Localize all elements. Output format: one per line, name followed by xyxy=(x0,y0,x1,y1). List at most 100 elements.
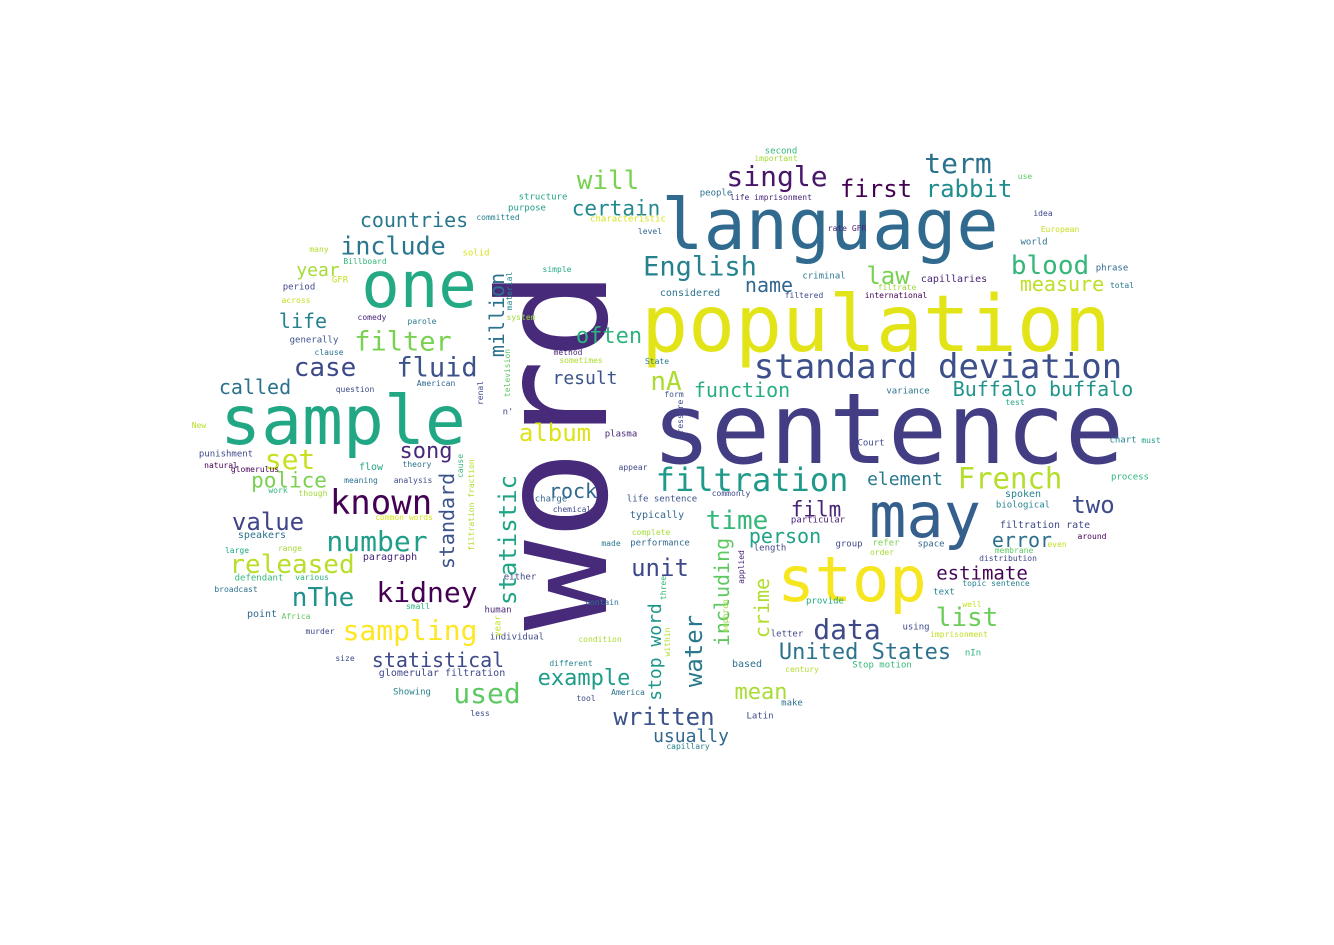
word-one: one xyxy=(361,249,477,323)
word-showing: Showing xyxy=(393,687,431,698)
word-complete: complete xyxy=(631,528,671,537)
word-single: single xyxy=(726,160,828,193)
word-function: function xyxy=(693,378,791,402)
word-murder: murder xyxy=(305,627,335,636)
word-charge: charge xyxy=(534,494,568,505)
word-called: called xyxy=(218,375,292,399)
word-common-words: common words xyxy=(375,513,433,522)
word-question: question xyxy=(335,385,375,394)
word-variance: variance xyxy=(886,386,930,397)
word-european: European xyxy=(1040,225,1080,234)
word-various: various xyxy=(295,573,329,582)
word-clause: clause xyxy=(314,348,344,357)
word-committed: committed xyxy=(476,213,520,222)
word-estimate: estimate xyxy=(936,562,1028,585)
word-filtration: filtration xyxy=(655,461,849,499)
word-point: point xyxy=(246,609,278,620)
word-world: world xyxy=(1020,237,1048,248)
word-solid: solid xyxy=(462,248,490,259)
word-used: used xyxy=(453,677,521,710)
word-sentence: sentence xyxy=(651,373,1125,487)
word-crime: crime xyxy=(750,577,774,639)
word-second: second xyxy=(764,146,798,157)
word-court: Court xyxy=(857,438,885,449)
word-gfr: GFR xyxy=(331,275,349,286)
word-population: population xyxy=(641,280,1111,370)
word-sampling: sampling xyxy=(342,614,478,647)
word-condition: condition xyxy=(578,635,622,644)
word-stop-motion: Stop motion xyxy=(852,660,912,671)
word-statistical: statistical xyxy=(371,648,505,672)
word-test: test xyxy=(1005,398,1025,407)
word-human: human xyxy=(484,605,512,616)
word-large: large xyxy=(224,546,250,555)
word-measure: measure xyxy=(1019,272,1105,296)
word-biological: biological xyxy=(995,500,1051,511)
word-standard-deviation: standard deviation xyxy=(753,347,1123,387)
word-filtrate: filtrate xyxy=(877,283,917,292)
word-life: life xyxy=(278,309,328,333)
word-particular: particular xyxy=(790,515,846,526)
word-less: less xyxy=(470,709,490,718)
word-contain: contain xyxy=(585,598,619,607)
word-well: well xyxy=(962,600,982,609)
word-either: either xyxy=(503,572,537,583)
word-punishment: punishment xyxy=(198,449,254,460)
word-nin: nIn xyxy=(964,648,982,659)
word-topic-sentence: topic sentence xyxy=(962,579,1030,588)
word-important: important xyxy=(754,154,798,163)
word-stop: stop xyxy=(777,543,927,616)
word-life-imprisonment: life imprisonment xyxy=(730,193,812,202)
word-refer: refer xyxy=(872,538,900,549)
word-chemical: chemical xyxy=(552,505,592,514)
word-total: total xyxy=(1109,281,1135,290)
word-broadcast: broadcast xyxy=(214,585,258,594)
word-comedy: comedy xyxy=(357,313,387,322)
word-fluid: fluid xyxy=(396,352,478,384)
word-include: include xyxy=(340,231,446,261)
word-cause: cause xyxy=(456,453,465,479)
word-rate-gfr: rate GFR xyxy=(827,224,867,233)
word-different: different xyxy=(549,659,593,668)
word-written: written xyxy=(613,703,715,731)
word-theory: theory xyxy=(402,460,432,469)
word-three: three xyxy=(659,575,668,601)
word-form: form xyxy=(664,390,684,399)
word-parole: parole xyxy=(407,317,437,326)
word-considered: considered xyxy=(659,288,721,299)
word-result: result xyxy=(552,368,618,389)
word-element: element xyxy=(867,469,943,490)
word-may: may xyxy=(869,479,981,552)
word-filtered: filtered xyxy=(784,291,824,300)
word-idea: idea xyxy=(1033,209,1053,218)
word-capillary: capillary xyxy=(666,742,710,751)
word-space: space xyxy=(917,539,945,550)
word-use: use xyxy=(1017,172,1033,181)
word-glomerular-filtration: glomerular filtration xyxy=(378,668,506,679)
word-speakers: speakers xyxy=(237,530,287,541)
word-state: State xyxy=(644,357,670,366)
word-flow: flow xyxy=(358,462,384,473)
word-letter: letter xyxy=(770,629,804,640)
word-nthe: nThe xyxy=(291,583,355,613)
word-structure: structure xyxy=(518,192,568,203)
word-name: name xyxy=(744,273,794,297)
word-standard: standard xyxy=(435,472,459,570)
word-individual: individual xyxy=(489,632,545,643)
word-error: error xyxy=(991,528,1053,552)
word-filtration-fraction: filtration fraction xyxy=(467,459,476,551)
word-level: level xyxy=(637,227,663,236)
word-length: length xyxy=(753,543,787,554)
word-even: even xyxy=(1047,540,1067,549)
word-applied: applied xyxy=(737,550,746,584)
word-million: million xyxy=(485,272,509,358)
word-value: value xyxy=(231,508,305,536)
word-typically: typically xyxy=(629,510,685,521)
word-buffalo-buffalo: Buffalo buffalo xyxy=(952,377,1134,401)
word-language: language xyxy=(661,184,999,266)
word-made: made xyxy=(601,539,621,548)
word-small: small xyxy=(405,602,431,611)
word-water: water xyxy=(680,614,708,688)
word-sometimes: sometimes xyxy=(559,356,603,365)
word-filtration-rate: filtration rate xyxy=(999,520,1091,531)
